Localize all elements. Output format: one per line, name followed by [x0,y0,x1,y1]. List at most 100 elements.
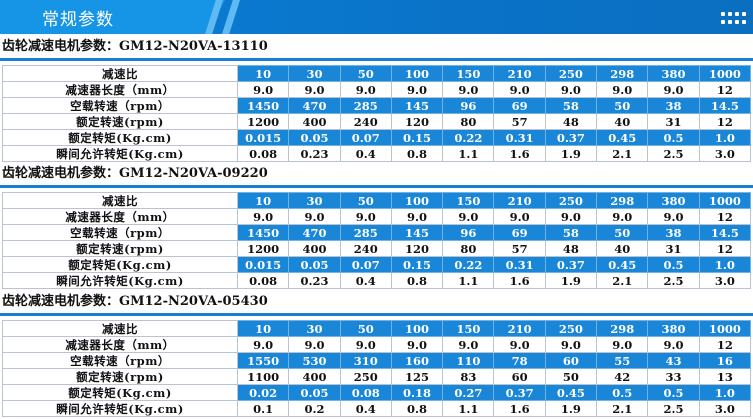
table-cell: 285 [339,224,392,241]
table-cell: 2.1 [596,272,649,289]
row-label: 减速器长度（mm） [2,208,238,225]
table-cell: 12 [698,240,752,257]
table-cell: 1.9 [544,400,598,417]
table-cell: 80 [442,240,495,257]
table-cell: 0.05 [288,256,341,273]
table-cell: 31 [647,113,700,130]
table-cell: 1.1 [442,400,495,417]
table-cell: 9.0 [390,208,444,225]
table-cell: 240 [339,240,392,257]
table-cell: 0.5 [647,256,700,273]
table-cell: 1100 [236,368,290,385]
table-cell: 14.5 [698,224,752,241]
table-cell: 100 [390,65,444,82]
table-cell: 0.45 [544,384,598,401]
table-cell: 0.2 [288,400,341,417]
table-cell: 80 [442,113,495,130]
table-cell: 210 [493,192,546,209]
table-cell: 380 [647,192,700,209]
table-cell: 210 [493,65,546,82]
table-cell: 10 [236,320,290,337]
table-cell: 0.15 [390,256,444,273]
table-cell: 1.0 [698,129,752,146]
table-cell: 120 [390,113,444,130]
table-cell: 96 [442,224,495,241]
table-cell: 9.0 [236,336,290,353]
table-cell: 9.0 [647,336,700,353]
table-cell: 0.02 [236,384,290,401]
table-cell: 14.5 [698,97,752,114]
table-cell: 470 [288,224,341,241]
table-cell: 3.0 [698,400,752,417]
table-cell: 0.4 [339,272,392,289]
table-row: 额定转速(rpm) 1200 400 240 120 80 57 48 40 31 12 [2,113,752,130]
table-cell: 145 [390,224,444,241]
row-label: 减速比 [2,65,238,82]
table-cell: 0.31 [493,256,546,273]
table-cell: 400 [288,113,341,130]
table-cell: 0.37 [544,256,598,273]
table-cell: 0.22 [442,256,495,273]
table-cell: 3.0 [698,272,752,289]
table-cell: 48 [544,240,598,257]
table-cell: 285 [339,97,392,114]
row-label: 空载转速（rpm） [2,97,238,114]
table-cell: 1.0 [698,384,752,401]
table-cell: 1.6 [493,272,546,289]
table-cell: 0.015 [236,129,290,146]
table-cell: 0.1 [236,400,290,417]
table-cell: 58 [544,97,598,114]
row-label: 减速器长度（mm） [2,336,238,353]
table-cell: 9.0 [288,208,341,225]
table-row: 减速比 10 30 50 100 150 210 250 298 380 1000 [2,65,752,82]
table-cell: 55 [596,352,649,369]
table-cell: 145 [390,97,444,114]
table-cell: 30 [288,192,341,209]
table-cell: 0.08 [339,384,392,401]
table-cell: 2.5 [647,145,700,162]
section-divider [0,58,753,61]
table-cell: 400 [288,368,341,385]
table-cell: 0.15 [390,129,444,146]
table-cell: 250 [544,192,598,209]
table-cell: 9.0 [288,81,341,98]
table-cell: 1.1 [442,145,495,162]
table-cell: 0.8 [390,272,444,289]
table-cell: 30 [288,320,341,337]
row-label: 空载转速（rpm） [2,224,238,241]
table-cell: 380 [647,65,700,82]
table-cell: 1000 [698,192,752,209]
table-cell: 50 [596,97,649,114]
table-cell: 0.23 [288,272,341,289]
table-cell: 0.22 [442,129,495,146]
table-cell: 9.0 [596,81,649,98]
table-cell: 9.0 [236,208,290,225]
table-cell: 210 [493,320,546,337]
table-cell: 9.0 [647,208,700,225]
table-row: 瞬间允许转矩(Kg.cm) 0.1 0.2 0.4 0.8 1.1 1.6 1.9 2.1 2.5… [2,400,752,417]
table-cell: 0.27 [442,384,495,401]
page-title: 常规参数 [42,10,114,30]
corner-dots-icon [721,12,747,26]
table-cell: 9.0 [390,336,444,353]
table-cell: 9.0 [493,81,546,98]
table-row: 减速器长度（mm） 9.0 9.0 9.0 9.0 9.0 9.0 9.0 9.0 9.0 12 [2,208,752,225]
table-cell: 83 [442,368,495,385]
table-cell: 0.31 [493,129,546,146]
table-cell: 0.37 [493,384,546,401]
table-cell: 0.07 [339,129,392,146]
table-cell: 9.0 [288,336,341,353]
table-row: 空载转速（rpm） 1450 470 285 145 96 69 58 50 38 14.5 [2,224,752,241]
table-cell: 240 [339,113,392,130]
table-row: 额定转矩(Kg.cm) 0.02 0.05 0.08 0.18 0.27 0.37 0.45 0… [2,384,752,401]
table-row: 空载转速（rpm） 1550 530 310 160 110 78 60 55 43 16 [2,352,752,369]
table-row: 空载转速（rpm） 1450 470 285 145 96 69 58 50 38 14.5 [2,97,752,114]
header-bar: 常规参数 [0,0,753,34]
table-cell: 3.0 [698,145,752,162]
table-cell: 0.45 [596,256,649,273]
table-cell: 0.4 [339,400,392,417]
table-cell: 58 [544,224,598,241]
table-cell: 150 [442,65,495,82]
table-cell: 0.4 [339,145,392,162]
table-cell: 0.37 [544,129,598,146]
